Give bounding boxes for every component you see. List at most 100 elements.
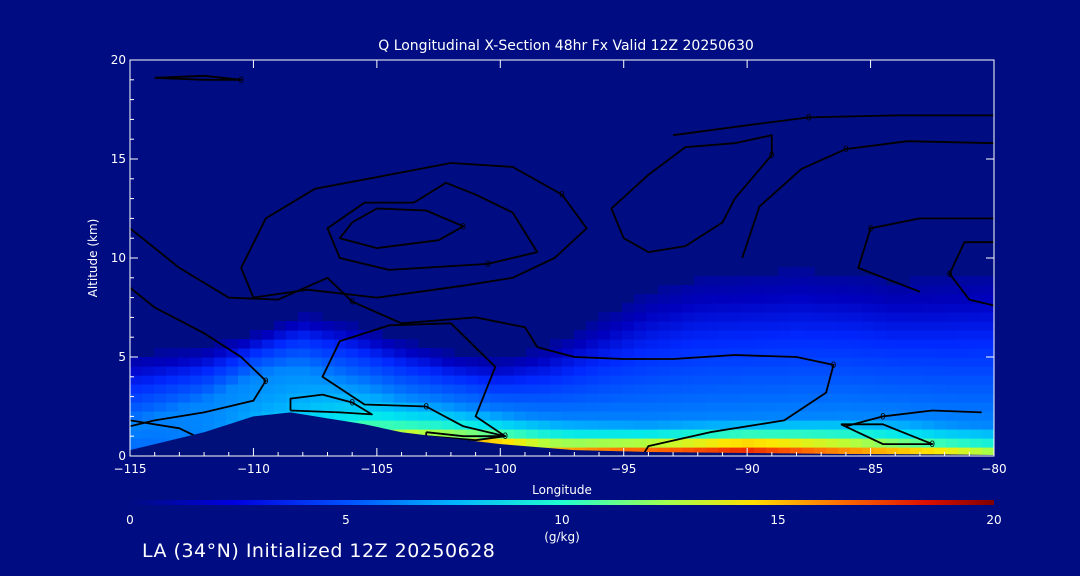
moisture-cell — [490, 438, 503, 448]
moisture-cell — [862, 375, 875, 385]
moisture-cell — [970, 384, 983, 394]
moisture-cell — [862, 357, 875, 367]
contour-label: 0 — [485, 260, 491, 270]
moisture-cell — [754, 339, 767, 349]
moisture-cell — [202, 357, 215, 367]
moisture-cell — [310, 339, 323, 349]
moisture-cell — [874, 366, 887, 376]
moisture-cell — [538, 438, 551, 448]
moisture-cell — [178, 366, 191, 376]
moisture-cell — [214, 402, 227, 412]
moisture-cell — [622, 402, 635, 412]
chart-title: Q Longitudinal X-Section 48hr Fx Valid 1… — [378, 38, 754, 54]
moisture-cell — [298, 348, 311, 358]
moisture-cell — [238, 348, 251, 358]
moisture-cell — [526, 438, 539, 448]
moisture-cell — [742, 420, 755, 430]
moisture-cell — [562, 393, 575, 403]
moisture-cell — [646, 339, 659, 349]
moisture-cell — [742, 312, 755, 322]
moisture-cell — [934, 339, 947, 349]
moisture-cell — [286, 357, 299, 367]
moisture-cell — [682, 339, 695, 349]
moisture-cell — [634, 330, 647, 340]
moisture-cell — [274, 321, 287, 331]
moisture-cell — [886, 294, 899, 304]
moisture-cell — [238, 384, 251, 394]
moisture-cell — [958, 411, 971, 421]
moisture-cell — [346, 339, 359, 349]
moisture-cell — [142, 420, 155, 430]
moisture-cell — [934, 411, 947, 421]
moisture-cell — [514, 438, 527, 448]
moisture-cell — [454, 384, 467, 394]
moisture-cell — [238, 402, 251, 412]
moisture-cell — [670, 411, 683, 421]
contour-label: 0 — [263, 377, 269, 387]
moisture-cell — [970, 420, 983, 430]
moisture-cell — [370, 402, 383, 412]
moisture-cell — [514, 402, 527, 412]
moisture-cell — [142, 411, 155, 421]
moisture-cell — [670, 357, 683, 367]
moisture-cell — [850, 384, 863, 394]
moisture-cell — [874, 429, 887, 439]
moisture-cell — [658, 294, 671, 304]
moisture-cell — [190, 429, 203, 439]
moisture-cell — [730, 366, 743, 376]
moisture-cell — [634, 420, 647, 430]
moisture-cell — [214, 411, 227, 421]
moisture-cell — [910, 438, 923, 448]
moisture-cell — [586, 375, 599, 385]
contour-label: 0 — [843, 145, 849, 155]
moisture-cell — [502, 393, 515, 403]
moisture-cell — [346, 402, 359, 412]
moisture-cell — [742, 285, 755, 295]
moisture-cell — [958, 357, 971, 367]
moisture-cell — [718, 393, 731, 403]
moisture-cell — [694, 276, 707, 286]
moisture-cell — [970, 375, 983, 385]
moisture-cell — [754, 438, 767, 448]
moisture-cell — [130, 384, 143, 394]
moisture-cell — [694, 438, 707, 448]
moisture-cell — [946, 285, 959, 295]
moisture-cell — [382, 348, 395, 358]
moisture-cell — [394, 348, 407, 358]
moisture-cell — [730, 438, 743, 448]
moisture-cell — [946, 402, 959, 412]
moisture-cell — [526, 411, 539, 421]
contour-label: 0 — [502, 432, 508, 442]
moisture-cell — [730, 330, 743, 340]
moisture-cell — [646, 303, 659, 313]
moisture-cell — [454, 411, 467, 421]
moisture-cell — [142, 357, 155, 367]
moisture-cell — [586, 348, 599, 358]
moisture-cell — [790, 303, 803, 313]
moisture-cell — [766, 348, 779, 358]
moisture-cell — [178, 429, 191, 439]
moisture-cell — [634, 321, 647, 331]
moisture-cell — [646, 402, 659, 412]
contour-label: 0 — [947, 270, 953, 280]
moisture-cell — [742, 438, 755, 448]
moisture-cell — [322, 348, 335, 358]
moisture-cell — [406, 366, 419, 376]
moisture-cell — [646, 438, 659, 448]
moisture-cell — [862, 321, 875, 331]
moisture-cell — [898, 285, 911, 295]
contour-label: 0 — [559, 191, 565, 201]
moisture-cell — [622, 330, 635, 340]
moisture-cell — [190, 348, 203, 358]
moisture-cell — [598, 366, 611, 376]
moisture-cell — [646, 312, 659, 322]
moisture-cell — [838, 294, 851, 304]
x-tick-label: −80 — [981, 462, 1006, 476]
moisture-cell — [514, 429, 527, 439]
x-axis-label: Longitude — [532, 483, 592, 497]
moisture-cell — [742, 393, 755, 403]
moisture-cell — [238, 366, 251, 376]
moisture-cell — [646, 384, 659, 394]
moisture-cell — [946, 420, 959, 430]
moisture-cell — [910, 312, 923, 322]
